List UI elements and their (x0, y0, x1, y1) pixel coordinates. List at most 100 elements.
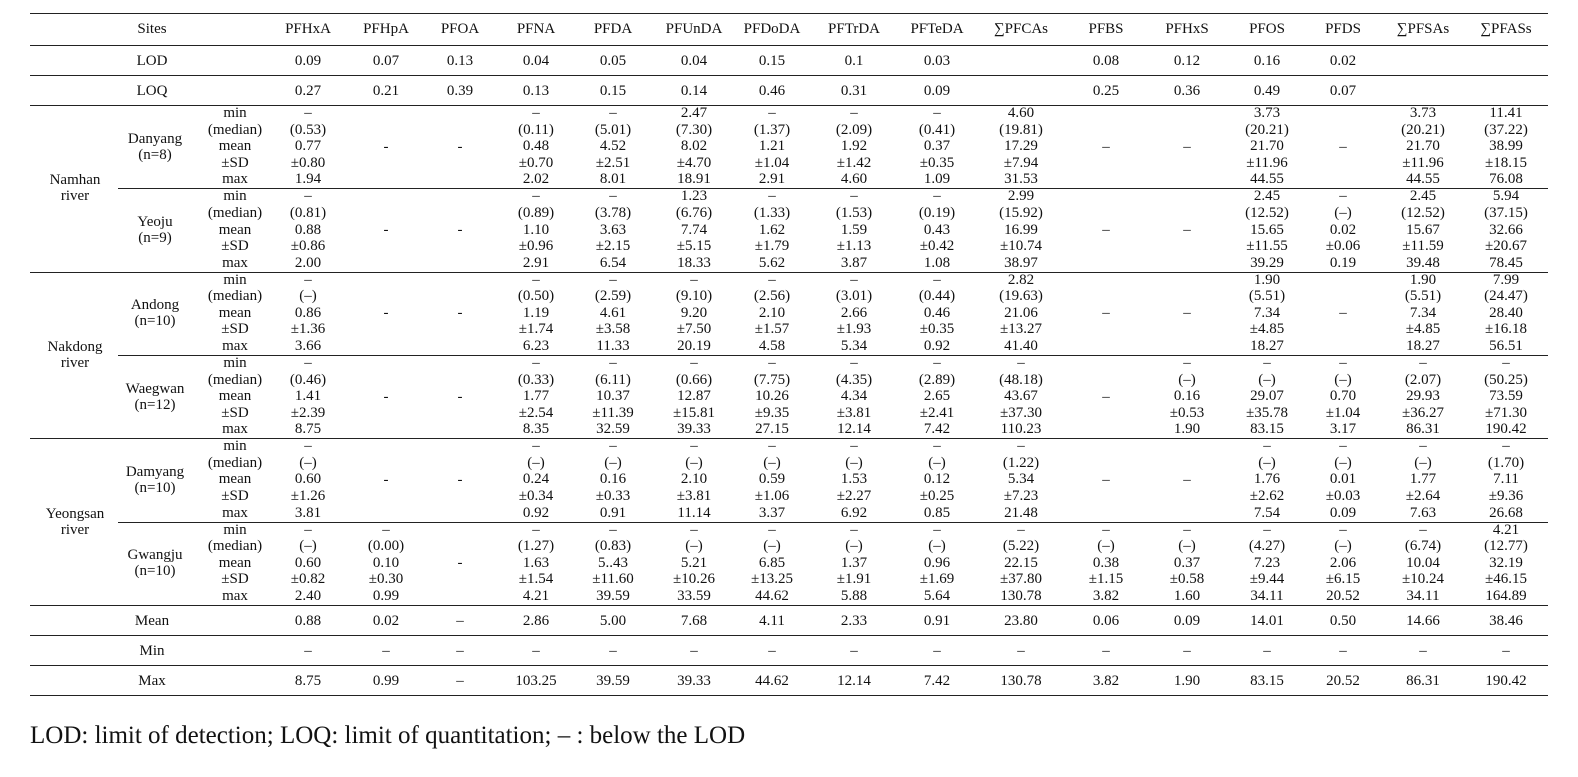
rule-line (30, 604, 1548, 606)
cell-value: 1.90 (1253, 271, 1281, 288)
column-header: ∑PFASs (1480, 21, 1532, 37)
cell-value: 5.34 (1007, 471, 1035, 488)
cell-value: 7.63 (1409, 504, 1437, 521)
cell-value: ±11.55 (1246, 238, 1288, 255)
cell-value: – (1102, 221, 1110, 238)
cell-value: 0.60 (294, 471, 322, 488)
cell-value: (–) (1334, 371, 1352, 388)
cell-value: 5.00 (599, 612, 627, 629)
cell-value: – (850, 105, 858, 121)
cell-value: 0.99 (372, 672, 400, 689)
cell-value: – (1502, 642, 1510, 659)
cell-value: 2.47 (680, 105, 708, 121)
cell-value: 1.37 (840, 554, 868, 571)
cell-value: 5.21 (680, 554, 708, 571)
cell-value: – (532, 105, 540, 121)
cell-value: 0.16 (599, 471, 627, 488)
cell-value: – (850, 188, 858, 205)
cell-value: ±9.44 (1249, 571, 1285, 588)
cell-value: 0.1 (844, 53, 864, 69)
cell-value: 33.59 (677, 587, 711, 604)
cell-value: (–) (1178, 371, 1196, 388)
cell-value: – (304, 642, 312, 659)
cell-value: (5.22) (1002, 538, 1040, 555)
cell-value: 0.15 (599, 83, 627, 99)
cell-value: (3.01) (835, 288, 873, 305)
cell-value: ±1.57 (754, 321, 790, 338)
cell-value: (5.01) (594, 121, 632, 138)
cell-value: – (532, 188, 540, 205)
rule-line (30, 13, 1548, 14)
cell-value: 7.23 (1253, 554, 1281, 571)
footnote: LOD: limit of detection; LOQ: limit of q… (30, 722, 746, 749)
stat-label: max (222, 338, 248, 354)
cell-value: ±0.42 (919, 238, 955, 255)
cell-value: (15.92) (999, 204, 1043, 221)
cell-value: (20.21) (1401, 121, 1445, 138)
cell-value: – (1339, 305, 1347, 322)
cell-value: ±1.69 (919, 571, 955, 588)
cell-value: ±2.51 (595, 154, 631, 171)
cell-value: (–) (1334, 538, 1352, 555)
cell-value: ±35.78 (1246, 404, 1288, 421)
cell-value: 2.10 (680, 471, 708, 488)
cell-value: 1.90 (1173, 421, 1201, 438)
cell-value: ±7.94 (1003, 154, 1039, 171)
cell-value: ±37.30 (1000, 404, 1042, 421)
cell-value: (6.11) (595, 371, 631, 388)
site-n: (n=10) (134, 313, 176, 330)
column-header: PFBS (1088, 21, 1124, 37)
cell-value: 5.94 (1492, 188, 1520, 205)
cell-value: – (1263, 438, 1271, 455)
cell-value: (24.47) (1484, 288, 1528, 305)
cell-value: ±0.30 (368, 571, 404, 588)
cell-value: 3.82 (1092, 587, 1120, 604)
cell-value: 0.24 (522, 471, 550, 488)
cell-value: 31.53 (1004, 171, 1038, 188)
rule-line (30, 694, 1548, 696)
cell-value: – (1419, 642, 1427, 659)
cell-value: – (768, 438, 776, 455)
cell-value: 3.37 (758, 504, 786, 521)
cell-value: 2.33 (840, 612, 868, 629)
cell-value: ±37.80 (1000, 571, 1042, 588)
cell-value: (–) (1258, 454, 1276, 471)
cell-value: 7.99 (1492, 271, 1520, 288)
cell-value: – (456, 642, 464, 659)
column-header: PFTeDA (910, 21, 964, 37)
cell-value: ±4.85 (1405, 321, 1441, 338)
cell-value: 12.14 (837, 672, 871, 689)
cell-value: (–) (1097, 538, 1115, 555)
cell-value: ±0.35 (919, 321, 955, 338)
cell-value: 0.02 (1329, 53, 1357, 69)
column-header: PFHxS (1165, 21, 1209, 37)
cell-value: 0.88 (294, 221, 322, 238)
cell-value: ±3.81 (836, 404, 872, 421)
cell-value: 6.23 (522, 338, 550, 354)
cell-value: 0.91 (599, 504, 627, 521)
cell-value: – (1102, 138, 1110, 155)
cell-value: - (457, 471, 463, 488)
cell-value: 8.35 (522, 421, 550, 438)
cell-value: (–) (685, 454, 703, 471)
cell-value: ±5.15 (676, 238, 712, 255)
cell-value: 5.88 (840, 587, 868, 604)
cell-value: 14.66 (1406, 612, 1440, 629)
cell-value: (12.52) (1245, 204, 1289, 221)
cell-value: 0.04 (680, 53, 708, 69)
cell-value: 2.45 (1253, 188, 1281, 205)
cell-value: 18.33 (677, 254, 711, 271)
cell-value: – (1183, 471, 1191, 488)
cell-value: (0.44) (918, 288, 956, 305)
stat-label: max (222, 587, 248, 604)
cell-value: (–) (1334, 454, 1352, 471)
cell-value: ±1.54 (518, 571, 554, 588)
cell-value: ±0.03 (1325, 488, 1361, 504)
stat-label: max (222, 254, 248, 271)
cell-value: (0.00) (367, 538, 405, 555)
cell-value: 4.21 (522, 587, 550, 604)
cell-value: – (1419, 521, 1427, 538)
cell-value: ±1.74 (518, 321, 554, 338)
cell-value: 0.39 (446, 83, 474, 99)
